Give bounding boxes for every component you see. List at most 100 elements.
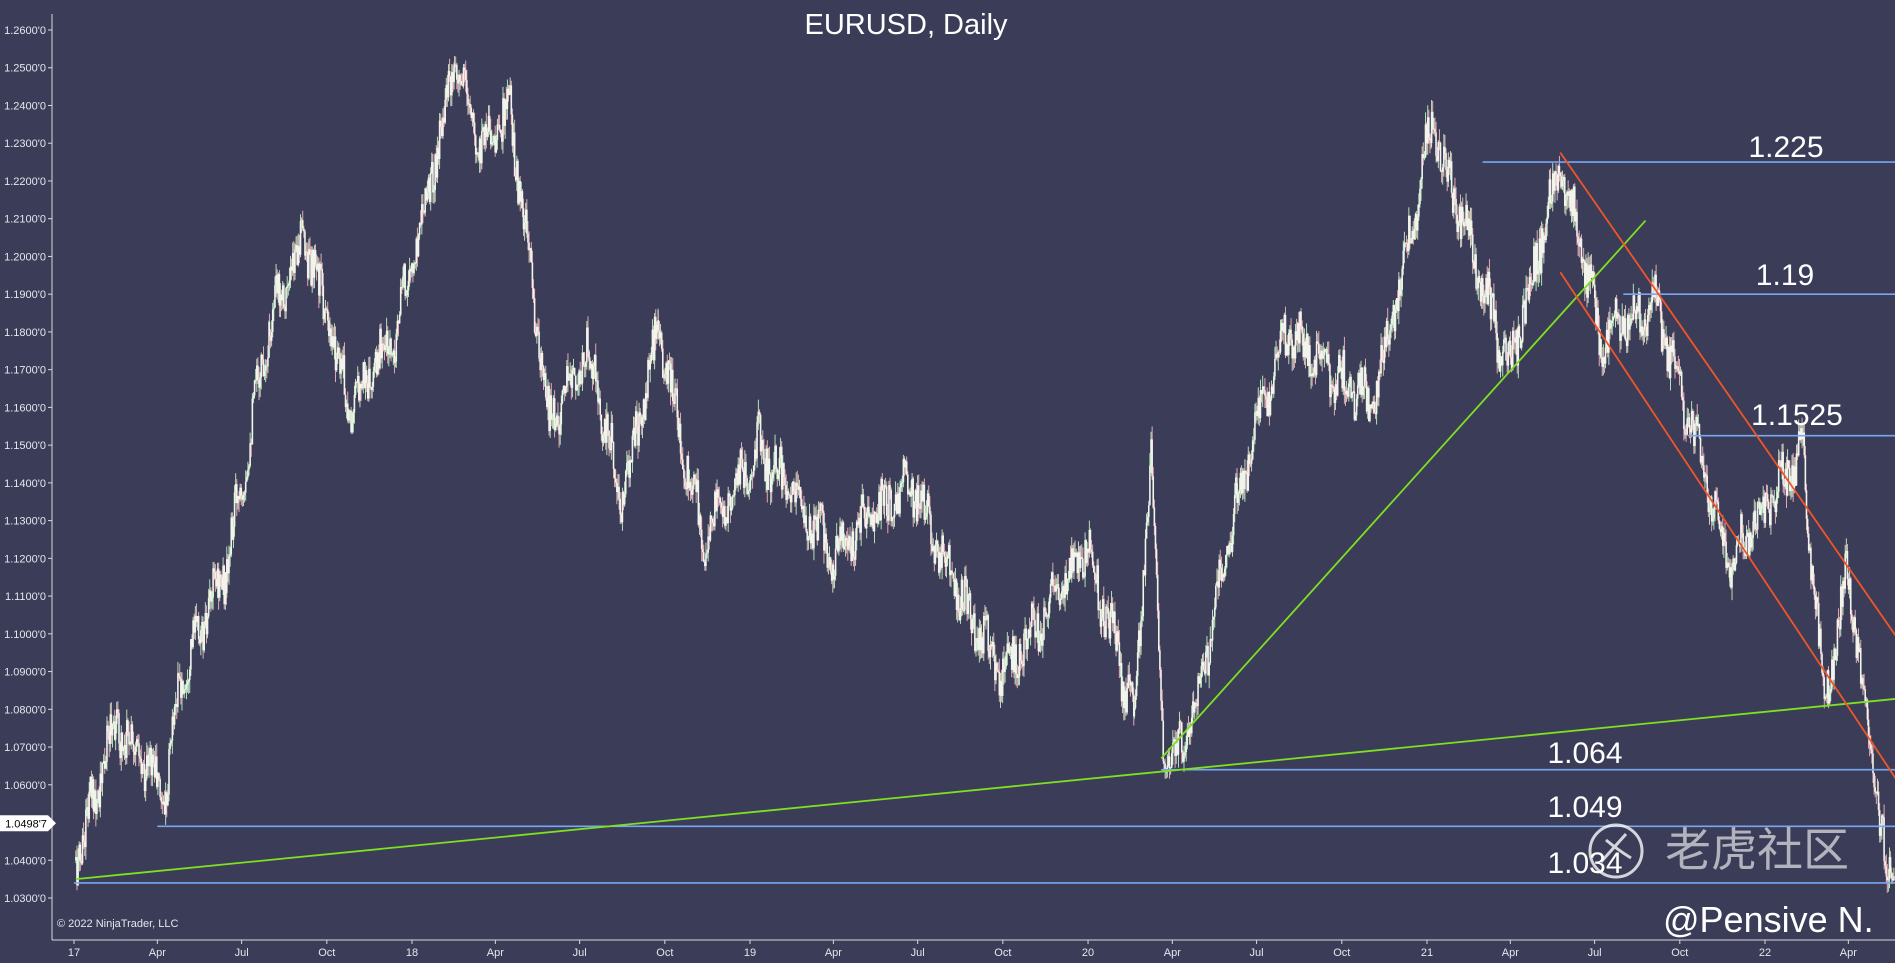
candle-body (1846, 571, 1849, 579)
candle-body (512, 132, 515, 146)
candle-body (1458, 206, 1461, 223)
candle-body (476, 152, 478, 155)
candle-body (738, 464, 741, 485)
candle-body (1167, 756, 1170, 766)
candle-body (1332, 386, 1335, 389)
candle-body (748, 489, 751, 491)
candle-body (1310, 373, 1312, 377)
candle-body (1766, 494, 1769, 502)
candle-body (314, 250, 317, 265)
candle-body (1769, 509, 1771, 526)
candle-body (1400, 289, 1402, 296)
candle-body (756, 422, 758, 459)
candle-body (1004, 666, 1006, 672)
candle-body (758, 411, 761, 415)
candle-body (456, 64, 458, 80)
candle-body (1151, 439, 1153, 477)
candle-body (186, 682, 189, 686)
candle-body (1746, 532, 1749, 537)
candle-body (273, 307, 275, 310)
candle-body (516, 160, 518, 181)
candle-body (1757, 501, 1760, 503)
candle-body (424, 188, 426, 213)
candle-body (543, 373, 546, 380)
candle-body (769, 474, 772, 493)
candle-body (573, 368, 576, 376)
candle-body (271, 309, 274, 332)
candle-body (1207, 645, 1209, 676)
candle-body (740, 449, 743, 460)
candle-body (1072, 548, 1074, 572)
candle-body (421, 204, 423, 225)
candle-body (1218, 559, 1220, 588)
candle-body (1126, 687, 1128, 713)
candle-body (789, 495, 792, 503)
candle-body (972, 613, 975, 619)
candle-body (914, 490, 917, 502)
candle-body (102, 760, 105, 764)
candle-body (1275, 353, 1277, 359)
candle-body (1591, 271, 1594, 278)
candle-body (792, 481, 794, 495)
candle-body (502, 98, 504, 142)
candle-body (634, 411, 637, 446)
candle-body (203, 625, 206, 651)
candle-body (1730, 567, 1732, 588)
candle-body (1197, 676, 1199, 707)
candle-body (1314, 359, 1317, 376)
candle-body (1216, 581, 1218, 586)
candle-body (140, 758, 143, 774)
y-tick-label: 1.0400'0 (4, 855, 46, 867)
candle-body (101, 763, 104, 784)
candle-body (278, 273, 281, 306)
candle-body (1175, 743, 1178, 757)
candle-body (720, 503, 723, 508)
candle-body (1179, 721, 1182, 723)
candle-body (1109, 609, 1112, 639)
y-tick-label: 1.0600'0 (4, 780, 46, 792)
candle-body (324, 308, 327, 311)
candle-body (865, 512, 868, 529)
candle-body (707, 536, 709, 553)
candle-body (1740, 514, 1742, 547)
candle-body (216, 568, 219, 587)
candle-body (267, 357, 269, 367)
candle-body (666, 363, 669, 384)
candle-body (1874, 787, 1877, 792)
candle-body (1017, 676, 1020, 678)
candle-body (224, 572, 227, 605)
candle-body (1066, 579, 1069, 595)
candle-body (1886, 876, 1889, 881)
candle-body (825, 533, 827, 544)
candle-body (407, 280, 410, 291)
candle-body (1815, 597, 1818, 610)
candle-body (832, 564, 835, 580)
candle-body (396, 320, 399, 334)
candle-body (868, 506, 870, 517)
candle-body (1820, 628, 1822, 654)
candle-body (991, 641, 994, 647)
candle-body (310, 254, 312, 286)
candle-body (1124, 690, 1126, 709)
candle-body (1410, 242, 1412, 244)
candle-body (719, 497, 722, 504)
candle-body (1474, 254, 1476, 269)
candle-body (1557, 165, 1560, 191)
candle-body (1199, 677, 1202, 684)
candle-body (373, 362, 376, 372)
candle-body (1774, 501, 1777, 513)
candle-body (1821, 653, 1823, 673)
candle-body (137, 739, 139, 744)
candle-body (1618, 313, 1620, 316)
candle-body (1793, 466, 1796, 491)
candle-body (82, 835, 85, 842)
candle-body (304, 251, 307, 256)
candle-body (1388, 339, 1390, 345)
candle-body (1333, 388, 1336, 403)
candle-body (493, 135, 495, 143)
candle-body (618, 486, 620, 499)
candle-body (510, 85, 513, 115)
candle-body (1843, 580, 1845, 589)
candle-body (470, 107, 473, 118)
candle-body (1208, 663, 1210, 676)
